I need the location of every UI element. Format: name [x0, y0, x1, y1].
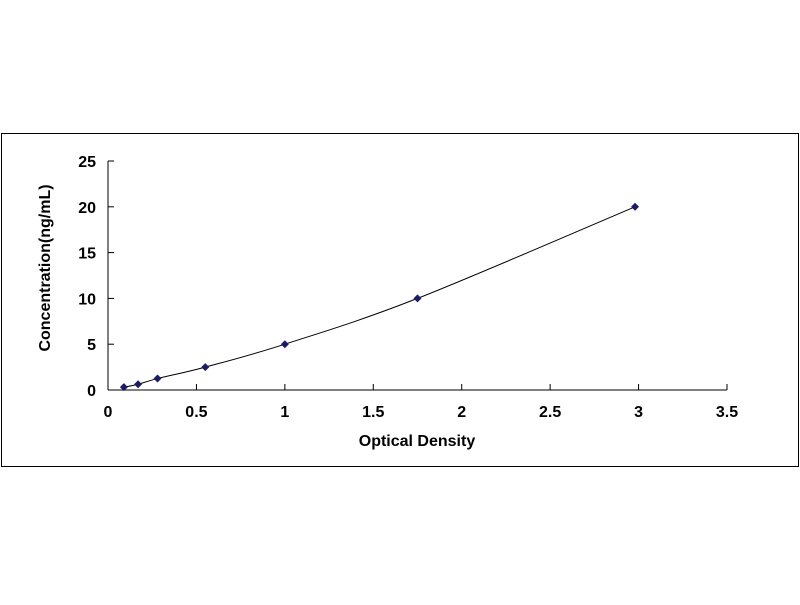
y-tick-label: 5 [87, 337, 96, 354]
x-tick-label: 3.5 [716, 404, 738, 421]
data-point [280, 340, 289, 349]
x-tick-label: 2 [457, 404, 466, 421]
data-point [201, 363, 210, 372]
data-point [413, 294, 422, 303]
y-tick-label: 15 [78, 246, 96, 263]
data-point [119, 383, 128, 392]
data-point [153, 374, 162, 383]
y-tick-label: 0 [87, 383, 96, 400]
x-tick-label: 0 [104, 404, 113, 421]
plot-area [119, 202, 640, 392]
axes: 0 0.5 1 1.5 2 2.5 3 3.5 0 5 10 15 20 25 [78, 154, 738, 421]
x-tick-label: 1 [280, 404, 289, 421]
x-axis-label: Optical Density [359, 433, 476, 450]
x-tick-label: 0.5 [185, 404, 207, 421]
y-tick-label: 10 [78, 291, 96, 308]
x-tick-label: 1.5 [362, 404, 384, 421]
data-point [134, 380, 143, 389]
x-tick-label: 2.5 [539, 404, 561, 421]
y-tick-label: 25 [78, 154, 96, 171]
y-axis-label: Concentration(ng/mL) [37, 184, 54, 351]
chart-frame [1, 133, 799, 467]
data-point [631, 202, 640, 211]
y-tick-label: 20 [78, 200, 96, 217]
x-tick-label: 3 [634, 404, 643, 421]
